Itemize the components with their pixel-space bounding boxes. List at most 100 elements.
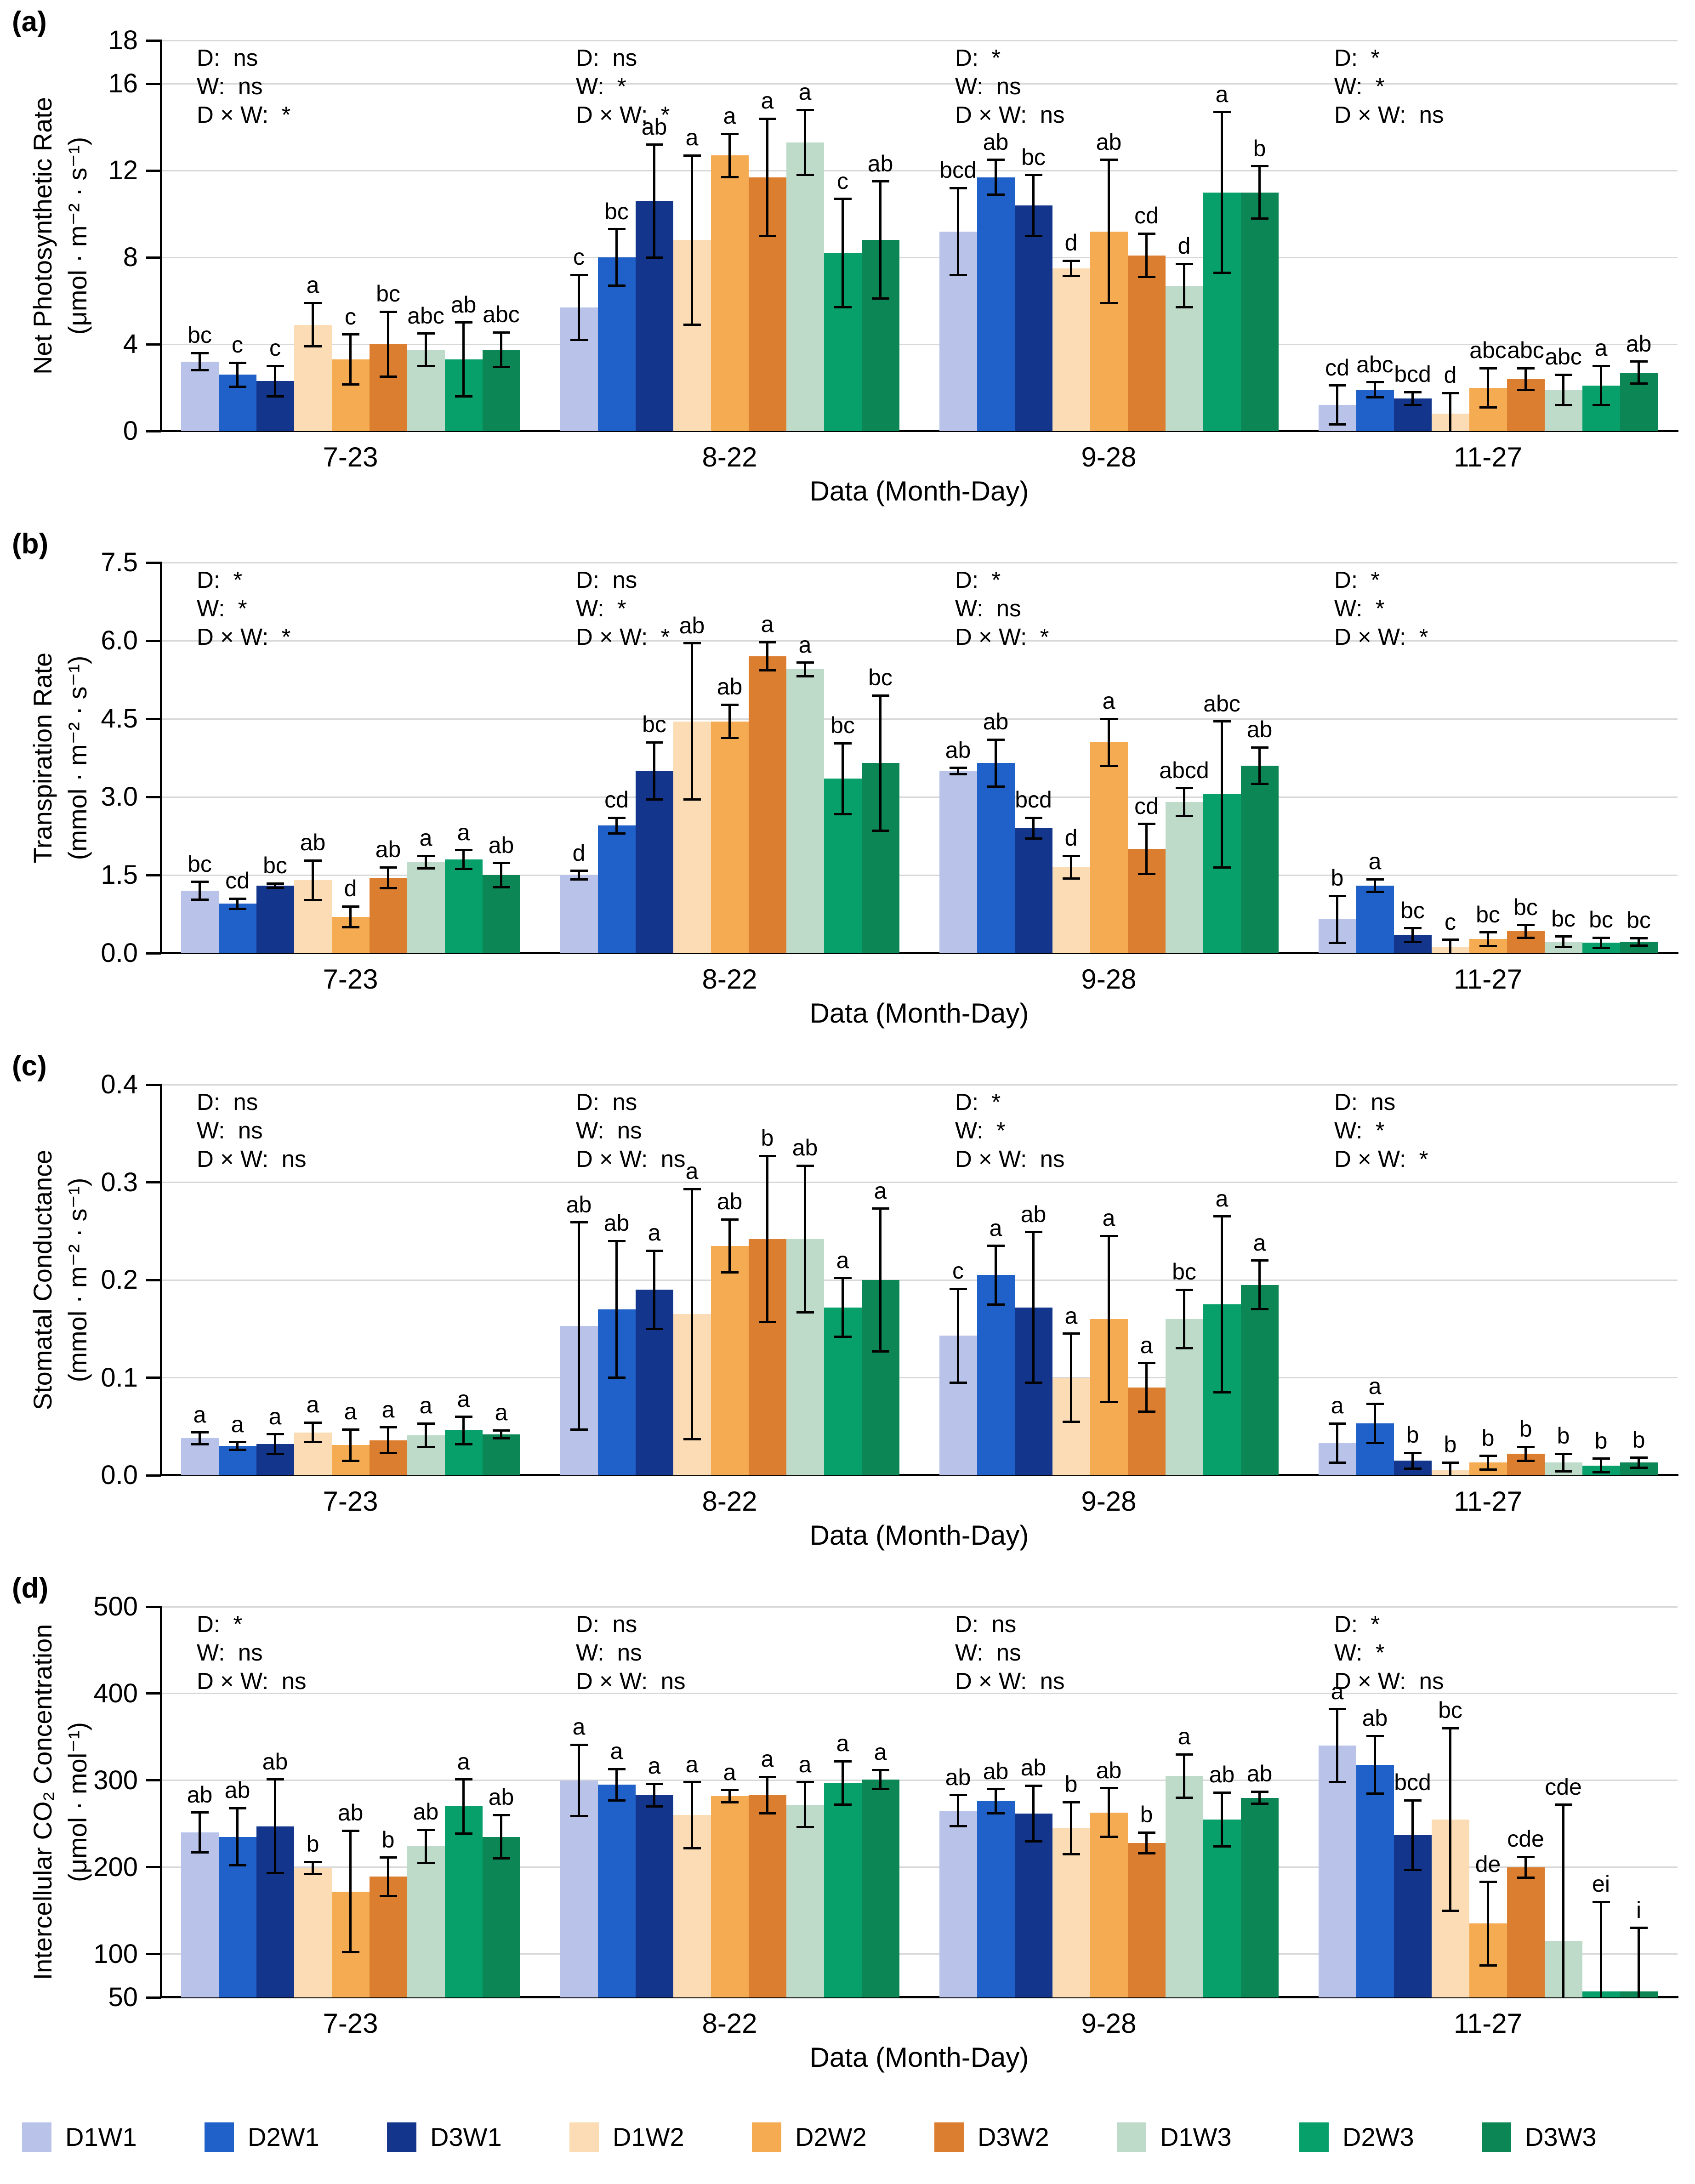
error-bar-cap xyxy=(1213,1215,1231,1218)
significance-label: b xyxy=(306,1831,319,1857)
error-bar-cap xyxy=(417,1445,435,1448)
error-bar xyxy=(1374,1404,1376,1443)
significance-label: de xyxy=(1475,1851,1501,1877)
error-bar-cap xyxy=(266,1872,284,1875)
error-bar xyxy=(1070,1802,1072,1854)
gridline xyxy=(161,83,1678,85)
error-bar-cap xyxy=(987,1303,1005,1306)
significance-label: a xyxy=(798,79,812,105)
error-bar xyxy=(653,1251,655,1329)
anova-stats: W: ns xyxy=(197,1639,263,1666)
error-bar-cap xyxy=(492,1429,510,1432)
y-axis-label-b: Transpiration Rate (mmol · m⁻² · s⁻¹) xyxy=(25,563,95,953)
significance-label: b xyxy=(381,1826,395,1853)
gridline xyxy=(161,1953,1678,1955)
error-bar xyxy=(387,1427,389,1453)
anova-stats: D × W: ns xyxy=(197,1146,307,1172)
significance-label: ab xyxy=(413,1799,439,1825)
error-bar-cap xyxy=(1100,159,1118,161)
anova-stats: D × W: * xyxy=(197,102,291,128)
error-bar-cap xyxy=(1592,1457,1610,1460)
error-bar xyxy=(1070,856,1072,879)
x-axis-line xyxy=(160,952,1678,954)
significance-label: a xyxy=(1064,1302,1078,1329)
significance-label: b xyxy=(1140,1802,1153,1828)
error-bar-cap xyxy=(608,1799,626,1802)
error-bar-cap xyxy=(1062,1853,1080,1855)
error-bar-cap xyxy=(1366,381,1384,384)
error-bar xyxy=(804,110,806,175)
error-bar-cap xyxy=(1251,1308,1268,1311)
error-bar xyxy=(462,1416,465,1444)
error-bar-cap xyxy=(758,234,776,237)
error-bar-cap xyxy=(683,324,701,326)
error-bar-cap xyxy=(1138,823,1155,825)
error-bar-cap xyxy=(1062,274,1080,277)
error-bar-cap xyxy=(608,1376,626,1379)
significance-label: bc xyxy=(1476,901,1500,927)
error-bar xyxy=(1108,1788,1110,1837)
y-tick-label: 18 xyxy=(108,25,138,55)
error-bar xyxy=(1258,1792,1261,1804)
significance-label: abc xyxy=(1507,337,1544,364)
error-bar-cap xyxy=(1630,1466,1648,1469)
error-bar-cap xyxy=(645,798,663,801)
significance-label: b xyxy=(1444,1432,1457,1458)
error-bar xyxy=(1032,1232,1035,1383)
error-bar-cap xyxy=(949,1825,967,1828)
error-bar xyxy=(1600,1458,1602,1473)
error-bar-cap xyxy=(417,1828,435,1831)
error-bar xyxy=(578,1222,580,1430)
x-tick-label: 11-27 xyxy=(1453,2008,1522,2039)
y-tick-mark xyxy=(146,430,161,432)
error-bar xyxy=(766,1777,768,1814)
significance-label: b xyxy=(1519,1416,1532,1442)
error-bar-cap xyxy=(949,773,967,775)
error-bar xyxy=(578,870,580,880)
error-bar-cap xyxy=(834,1335,852,1338)
significance-label: ab xyxy=(1096,1757,1122,1783)
bar-D1W1 xyxy=(181,891,219,953)
error-bar xyxy=(1108,719,1110,766)
error-bar-cap xyxy=(871,1788,889,1791)
y-axis-line xyxy=(160,40,162,432)
significance-label: bc xyxy=(1172,1259,1196,1285)
legend-label: D1W2 xyxy=(613,2122,684,2151)
anova-stats: D: * xyxy=(1334,1611,1380,1637)
significance-label: bc xyxy=(604,198,629,224)
error-bar-cap xyxy=(1024,1784,1042,1787)
error-bar-cap xyxy=(721,132,739,135)
error-bar-cap xyxy=(1024,816,1042,819)
error-bar-cap xyxy=(341,333,359,336)
error-bar-cap xyxy=(266,886,284,889)
error-bar-cap xyxy=(1630,382,1648,385)
error-bar xyxy=(842,1761,844,1805)
y-tick-label: 0.2 xyxy=(101,1265,138,1295)
error-bar xyxy=(957,1289,959,1383)
error-bar-cap xyxy=(1251,783,1268,785)
error-bar-cap xyxy=(1554,945,1572,948)
error-bar xyxy=(1562,936,1564,947)
significance-label: a xyxy=(419,825,432,851)
significance-label: abc xyxy=(1469,337,1507,364)
error-bar xyxy=(1411,1800,1414,1870)
anova-stats: D: ns xyxy=(576,1611,637,1637)
error-bar-cap xyxy=(266,364,284,367)
error-bar xyxy=(766,1156,768,1322)
error-bar-cap xyxy=(191,352,209,354)
significance-label: a xyxy=(761,88,774,114)
error-bar xyxy=(387,1857,389,1896)
error-bar-cap xyxy=(341,905,359,908)
bar-D3W3 xyxy=(482,1837,520,1997)
bar-D2W1 xyxy=(1356,885,1394,953)
error-bar xyxy=(349,906,352,927)
error-bar xyxy=(1183,788,1185,816)
significance-label: a xyxy=(268,1403,282,1429)
significance-label: d xyxy=(572,840,586,866)
significance-label: d xyxy=(1444,362,1457,388)
error-bar-cap xyxy=(1592,1900,1610,1903)
significance-label: bc xyxy=(188,851,212,877)
bar-D1W1 xyxy=(181,361,219,431)
legend-item: D1W1 xyxy=(22,2122,205,2152)
legend: D1W1 D2W1 D3W1 D1W2 D2W2 D3W2 D1W3 D2W3 D3W3 xyxy=(0,2092,1695,2182)
